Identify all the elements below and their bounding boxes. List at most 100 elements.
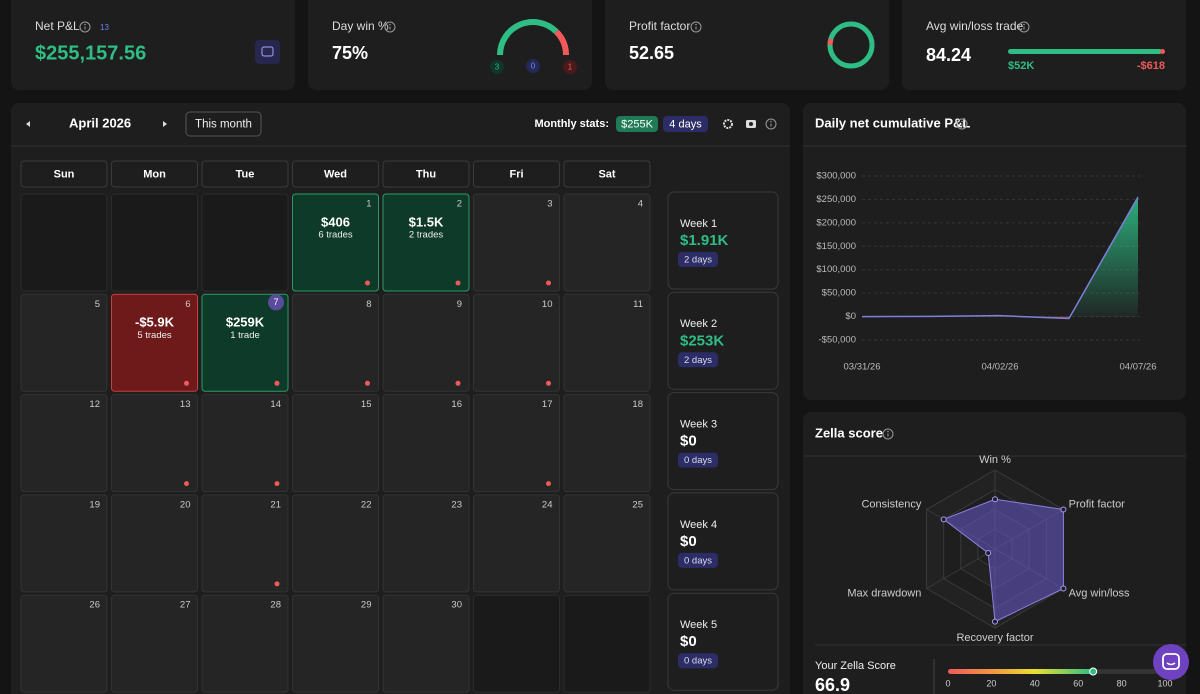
gauge-count-badge: [490, 60, 504, 74]
y-tick-label: -$50,000: [818, 335, 856, 346]
day-number: 6: [185, 299, 190, 310]
zella-title: Zella score: [815, 425, 883, 440]
day-number: 28: [270, 600, 281, 611]
kpi-value: $255,157.56: [35, 42, 146, 64]
radar-point: [1060, 585, 1067, 592]
weekday-label: Wed: [324, 168, 347, 180]
day-cell: [111, 293, 198, 392]
radar-point: [992, 618, 998, 625]
next-month[interactable]: [163, 121, 167, 127]
day-number: 13: [180, 399, 191, 410]
day-cell: [111, 394, 198, 493]
day-number: 30: [451, 600, 462, 611]
info-icon-dot: [695, 23, 697, 26]
week-pnl: $0: [680, 533, 697, 550]
weekday-header: [292, 160, 379, 188]
stats-days-pill: [663, 116, 708, 132]
profit-ring-loss: [827, 38, 834, 46]
week-days: 2 days: [684, 355, 712, 366]
x-tick-label: 04/02/26: [982, 362, 1019, 373]
day-number: 1: [366, 199, 371, 210]
monthly-stats-label: Monthly stats:: [534, 118, 609, 130]
info-icon-dot: [1023, 23, 1025, 26]
y-tick-label: $50,000: [822, 288, 856, 299]
camera-lens: [749, 122, 753, 126]
info-icon: [956, 118, 968, 130]
gauge-count-badge: [563, 60, 577, 74]
week-days-pill: [678, 352, 718, 368]
ai-icon-glyph: [261, 46, 274, 57]
radar-point: [940, 516, 947, 523]
info-icon: [765, 118, 777, 130]
radar-point: [985, 549, 992, 556]
this-month-button[interactable]: [185, 111, 262, 137]
prev-month[interactable]: [26, 121, 30, 127]
journal-dot: [455, 280, 461, 286]
journal-dot: [184, 481, 189, 487]
weekday-header: [563, 160, 651, 188]
radar-point: [992, 496, 998, 503]
info-icon-dot: [84, 23, 86, 26]
day-cell: [201, 494, 289, 593]
radar-spoke: [926, 548, 996, 589]
y-tick-label: $200,000: [816, 217, 856, 228]
today-badge: [268, 294, 284, 311]
journal-dot: [546, 280, 551, 286]
day-cell: [20, 293, 108, 392]
score-marker: [1089, 667, 1098, 676]
weekday-label: Thu: [416, 168, 436, 180]
day-number: 22: [361, 499, 372, 510]
chat-icon-smile: [1166, 662, 1176, 666]
settings-icon[interactable]: [723, 119, 733, 129]
avg-win: $52K: [1008, 60, 1034, 72]
day-pnl: $406: [321, 214, 350, 229]
day-number: 26: [89, 600, 100, 611]
week-days: 0 days: [684, 455, 712, 466]
stats-days: 4 days: [669, 118, 702, 130]
trade-count-badge: 13: [100, 23, 109, 32]
y-tick-label: $250,000: [816, 194, 856, 205]
day-number: 29: [361, 600, 372, 611]
weekday-label: Fri: [509, 168, 523, 180]
day-cell: [473, 394, 560, 493]
day-cell: [382, 494, 470, 593]
pnl-line: [861, 196, 1139, 320]
day-number: 7: [273, 297, 278, 307]
gauge-segment: [554, 29, 569, 56]
chat-launcher[interactable]: [1153, 644, 1189, 680]
day-cell: [292, 594, 379, 693]
day-trades: 5 trades: [137, 330, 172, 341]
weekday-label: Sun: [54, 168, 75, 180]
journal-dot: [546, 380, 551, 386]
this-month-label: This month: [195, 119, 252, 131]
stats-pnl: $255K: [621, 118, 653, 130]
journal-dot: [274, 481, 280, 487]
week-days: 0 days: [684, 656, 712, 667]
day-number: 3: [547, 199, 552, 210]
radar-axis-label: Avg win/loss: [1069, 587, 1130, 599]
week-days-pill: [678, 552, 718, 568]
day-number: 21: [270, 499, 281, 510]
day-pnl: $1.5K: [409, 214, 444, 229]
score-tick-label: 40: [1030, 678, 1040, 688]
day-cell: [111, 193, 198, 292]
day-cell: [382, 594, 470, 693]
day-number: 23: [451, 499, 462, 510]
gauge-count: 1: [568, 63, 573, 72]
journal-dot: [274, 380, 280, 386]
weekday-label: Sat: [598, 168, 615, 180]
info-icon-dot: [961, 120, 963, 123]
week-pnl: $0: [680, 633, 697, 650]
day-number: 24: [542, 499, 553, 510]
day-cell: [473, 193, 560, 292]
gauge-segment: [497, 19, 559, 56]
info-icon-dot: [887, 430, 889, 433]
day-number: 12: [89, 399, 100, 410]
y-tick-label: $300,000: [816, 171, 856, 182]
day-number: 18: [632, 399, 643, 410]
week-pnl: $253K: [680, 332, 724, 349]
week-label: Week 4: [680, 519, 717, 531]
info-icon-dot: [389, 23, 391, 26]
week-pnl: $0: [680, 433, 697, 450]
